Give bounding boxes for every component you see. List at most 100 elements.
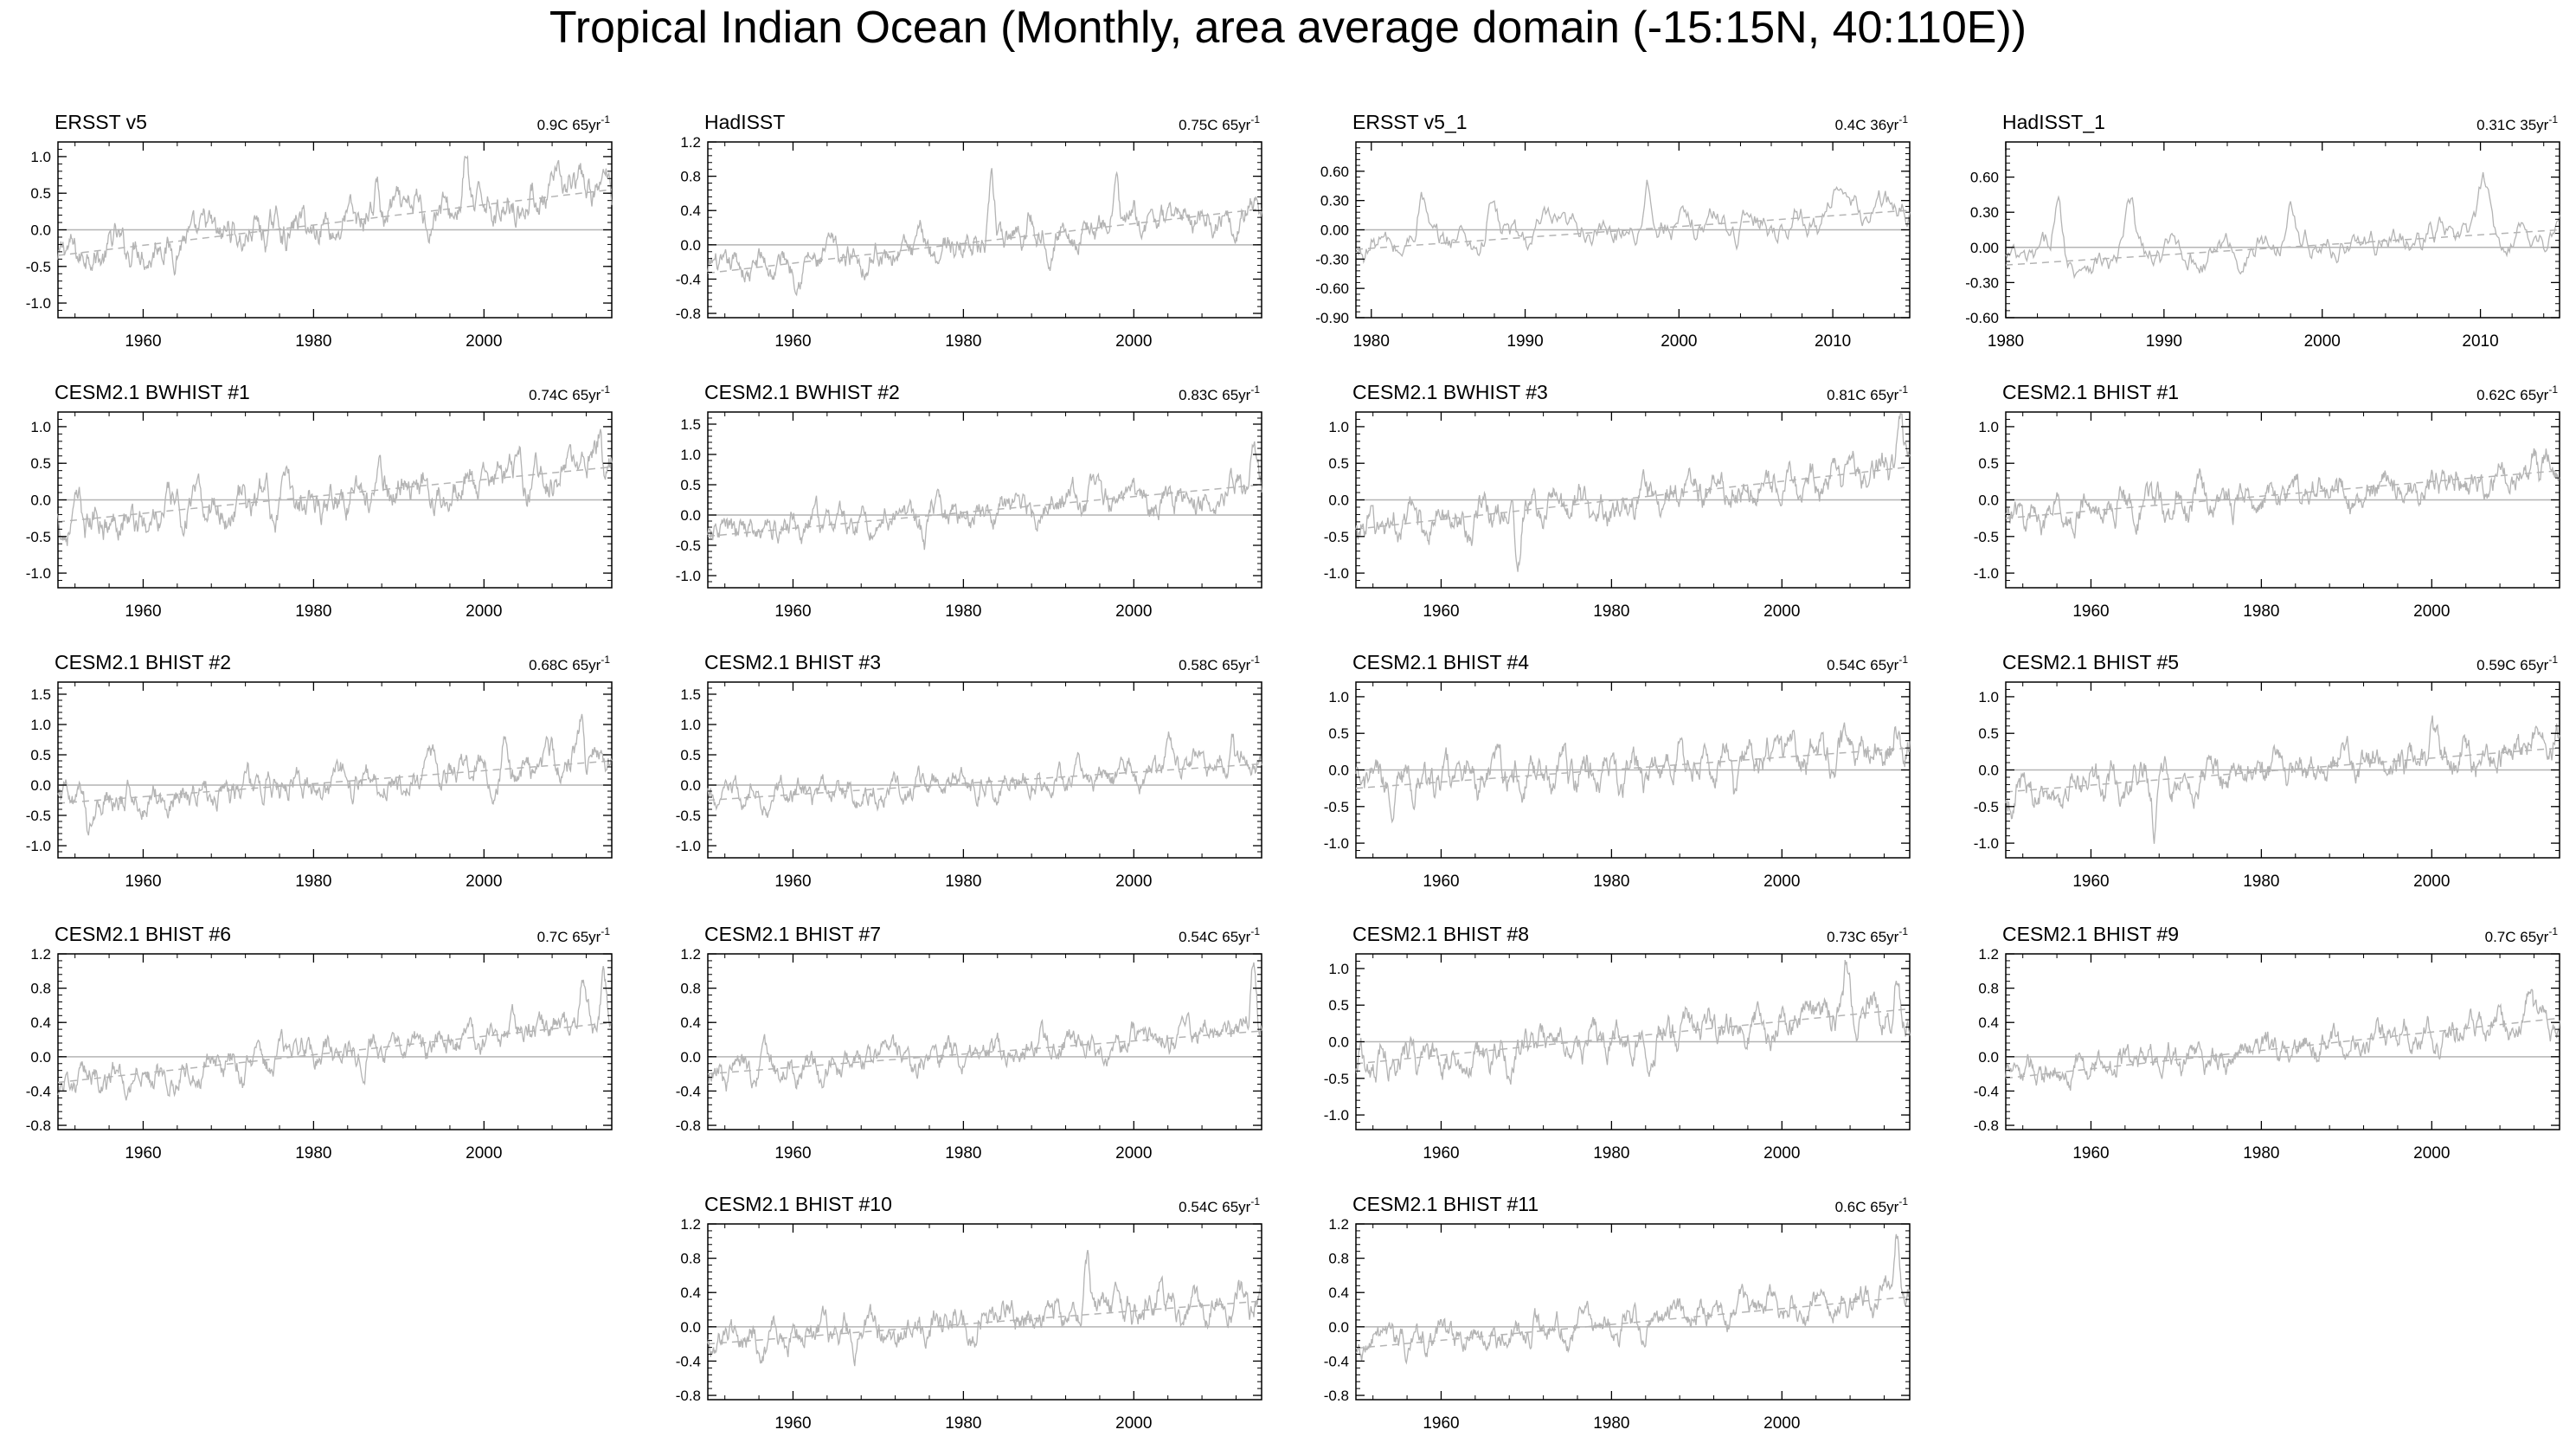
y-tick-label: 0.0 [680, 777, 701, 794]
x-tick-label: 1960 [2072, 873, 2109, 891]
y-tick-label: 0.8 [680, 981, 701, 997]
x-tick-label: 1980 [945, 1144, 981, 1162]
x-tick-label: 2000 [466, 332, 502, 351]
x-tick-label: 1960 [2072, 602, 2109, 621]
y-tick-label: -1.0 [676, 838, 701, 854]
x-tick-label: 1960 [1423, 1414, 1459, 1433]
y-tick-label: -0.5 [1974, 529, 1999, 545]
y-tick-label: 0.0 [1978, 493, 1999, 509]
trend-line [707, 1030, 1262, 1075]
trend-label: 0.6C 65yr-1 [1835, 1195, 1909, 1215]
series-line [707, 731, 1262, 818]
y-tick-label: 0.8 [680, 1251, 701, 1267]
y-tick-label: -1.0 [1974, 565, 1999, 582]
trend-line [1355, 1008, 1911, 1065]
x-tick-label: 1960 [125, 873, 161, 891]
panel-title: CESM2.1 BHIST #10 [704, 1193, 892, 1215]
y-tick-label: 1.2 [30, 946, 51, 963]
y-tick-label: 0.0 [1328, 763, 1349, 779]
plot-frame [57, 681, 613, 859]
y-tick-label: 1.5 [680, 416, 701, 433]
panel-title: CESM2.1 BWHIST #2 [704, 381, 900, 403]
y-tick-label: 0.0 [680, 1319, 701, 1336]
y-tick-label: 0.4 [30, 1014, 51, 1031]
panel-title: CESM2.1 BHIST #2 [55, 651, 231, 673]
x-tick-label: 2000 [2413, 1144, 2450, 1162]
y-tick-label: 1.0 [30, 419, 51, 435]
x-tick-label: 2000 [1115, 873, 1152, 891]
y-tick-label: 0.0 [1978, 763, 1999, 779]
plot-frame [707, 1223, 1262, 1401]
plot-frame [707, 953, 1262, 1130]
trend-line [1355, 1296, 1911, 1349]
y-tick-label: -1.0 [1324, 835, 1349, 852]
chart-panel: 1960 1980 2000 -1.0 -0.5 0.0 0.5 1.0 1.5CESM2.1 … [676, 651, 1262, 891]
x-tick-label: 1980 [945, 332, 981, 351]
series-line [707, 441, 1262, 551]
series-line [1355, 179, 1911, 265]
chart-panel: 1960 1980 2000 -0.8 -0.4 0.0 0.4 0.8 1.2CESM2.1 … [676, 1193, 1262, 1433]
y-tick-label: -0.8 [676, 1388, 701, 1404]
series-line [57, 155, 613, 276]
y-tick-label: -0.90 [1315, 310, 1349, 326]
trend-label: 0.73C 65yr-1 [1827, 925, 1908, 945]
y-tick-label: -0.4 [26, 1083, 51, 1099]
trend-label: 0.74C 65yr-1 [529, 383, 610, 403]
y-tick-label: 1.0 [1328, 961, 1349, 977]
x-tick-label: 2000 [1763, 1414, 1800, 1433]
y-tick-label: 1.0 [1328, 689, 1349, 705]
panel-title: CESM2.1 BWHIST #1 [55, 381, 250, 403]
x-tick-label: 1990 [2146, 332, 2182, 351]
panel-title: CESM2.1 BHIST #4 [1352, 651, 1529, 673]
x-tick-label: 1960 [774, 602, 811, 621]
y-tick-label: 0.8 [30, 981, 51, 997]
x-tick-label: 1980 [1353, 332, 1390, 351]
chart-panel: 1960 1980 2000 -0.8 -0.4 0.0 0.4 0.8 1.2CESM2.1 … [1974, 923, 2560, 1162]
chart-panel: 1980 1990 2000 2010 -0.60 -0.30 0.00 0.30 0.60 Ha… [1965, 111, 2560, 351]
y-tick-label: 0.5 [1978, 455, 1999, 472]
y-tick-label: -1.0 [676, 568, 701, 584]
y-tick-label: 1.2 [1978, 946, 1999, 963]
plot-frame [707, 141, 1262, 319]
y-tick-label: -0.5 [26, 259, 51, 275]
panel-title: CESM2.1 BHIST #9 [2002, 923, 2179, 945]
trend-label: 0.31C 35yr-1 [2476, 113, 2558, 133]
panel-title: CESM2.1 BHIST #8 [1352, 923, 1529, 945]
plot-frame [57, 953, 613, 1130]
x-tick-label: 2000 [2304, 332, 2341, 351]
y-tick-label: 1.5 [680, 686, 701, 703]
panel-title: CESM2.1 BHIST #6 [55, 923, 231, 945]
trend-line [1355, 209, 1911, 250]
panel-title: CESM2.1 BHIST #5 [2002, 651, 2179, 673]
y-tick-label: 1.0 [30, 717, 51, 733]
x-tick-label: 1980 [2243, 1144, 2279, 1162]
x-tick-label: 1980 [295, 602, 331, 621]
y-tick-label: 0.5 [680, 747, 701, 763]
series-line [1355, 1233, 1911, 1365]
y-tick-label: 0.60 [1970, 170, 1999, 186]
y-tick-label: 1.0 [1978, 419, 1999, 435]
y-tick-label: -1.0 [1974, 835, 1999, 852]
y-tick-label: 0.5 [1978, 725, 1999, 742]
y-tick-label: 0.0 [30, 222, 51, 239]
panel-title: CESM2.1 BHIST #1 [2002, 381, 2179, 403]
x-tick-label: 1980 [1593, 1414, 1629, 1433]
x-tick-label: 2000 [2413, 873, 2450, 891]
plot-frame [2005, 953, 2560, 1130]
x-tick-label: 1960 [774, 873, 811, 891]
y-tick-label: -0.4 [1974, 1083, 1999, 1099]
y-tick-label: -0.4 [1324, 1353, 1349, 1369]
panel-title: HadISST_1 [2002, 111, 2105, 133]
series-line [57, 965, 613, 1101]
x-tick-label: 1960 [1423, 1144, 1459, 1162]
panel-title: HadISST [704, 111, 785, 133]
page-title: Tropical Indian Ocean (Monthly, area ave… [549, 3, 2027, 53]
y-tick-label: 0.0 [1328, 493, 1349, 509]
x-tick-label: 1980 [945, 1414, 981, 1433]
x-tick-label: 1980 [2243, 873, 2279, 891]
y-tick-label: -0.5 [1974, 799, 1999, 815]
y-tick-label: 0.8 [1328, 1251, 1349, 1267]
y-tick-label: -0.8 [676, 306, 701, 322]
